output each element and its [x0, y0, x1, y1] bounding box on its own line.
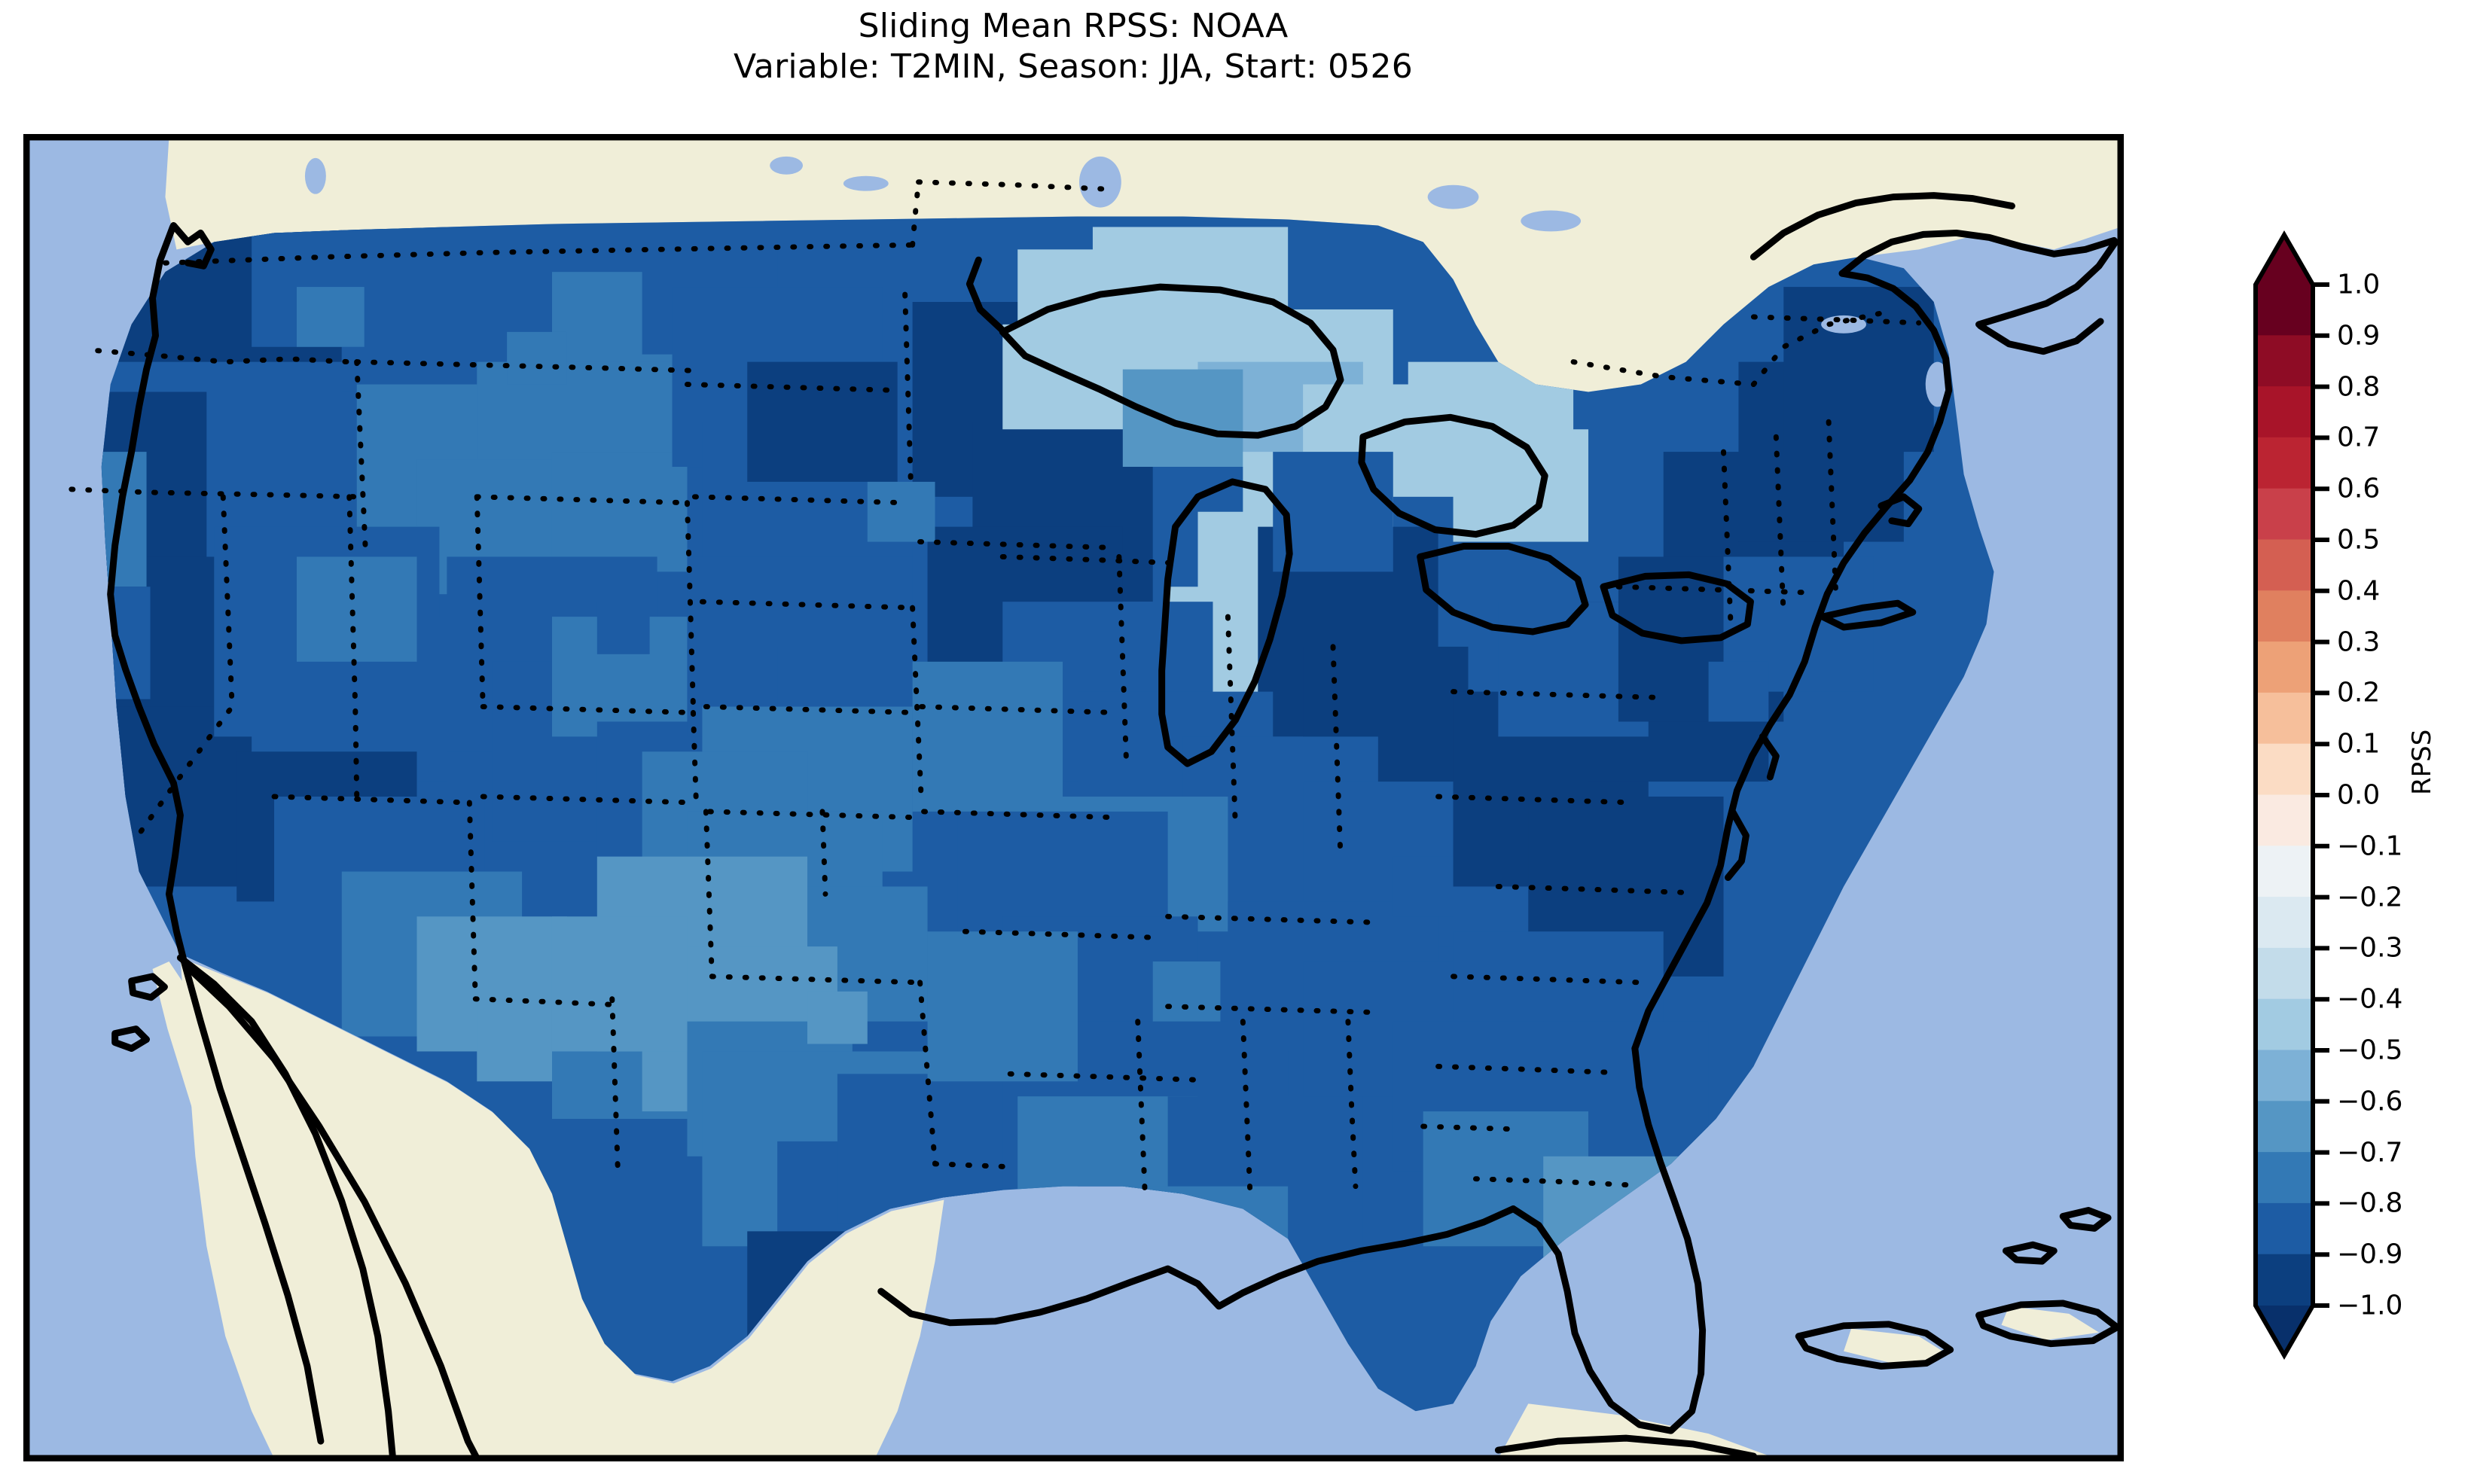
title-line-2: Variable: T2MIN, Season: JJA, Start: 052… — [734, 47, 1413, 86]
colorbar-tick-label: 0.4 — [2337, 575, 2381, 607]
colorbar-tick-label: 1.0 — [2337, 269, 2381, 300]
colorbar-tick-label: −0.8 — [2337, 1187, 2403, 1219]
map-frame — [26, 137, 2121, 1458]
colorbar-tick-label: −0.7 — [2337, 1137, 2403, 1169]
colorbar-axis-label: RPSS — [2407, 729, 2437, 795]
colorbar-tick-label: 0.2 — [2337, 677, 2381, 708]
colorbar-tick-label: −0.6 — [2337, 1086, 2403, 1117]
coastline-layer — [107, 192, 2121, 1458]
colorbar-bands — [2256, 284, 2313, 1306]
title-line-1: Sliding Mean RPSS: NOAA — [858, 7, 1289, 45]
colorbar-tick-label: −0.4 — [2337, 983, 2403, 1015]
map-plot — [26, 137, 2121, 1458]
colorbar-tick-label: 0.5 — [2337, 524, 2381, 556]
colorbar-ticks — [2313, 282, 2329, 1308]
colorbar-tick-label: 0.7 — [2337, 422, 2381, 453]
colorbar-tick-label: −0.1 — [2337, 830, 2403, 862]
inland-water-layer — [304, 156, 2058, 407]
colorbar-tick-label: −0.5 — [2337, 1035, 2403, 1066]
colorbar-tick-label: −0.2 — [2337, 882, 2403, 913]
colorbar-tick-label: 0.8 — [2337, 371, 2381, 403]
colorbar-tick-label: 0.6 — [2337, 473, 2381, 504]
colorbar-tick-label: −0.3 — [2337, 932, 2403, 964]
colorbar-tick-label: 0.9 — [2337, 320, 2381, 352]
colorbar-extend-arrows — [2256, 235, 2313, 1355]
figure-title: Sliding Mean RPSS: NOAA Variable: T2MIN,… — [0, 6, 2146, 87]
colorbar-tick-label: 0.1 — [2337, 728, 2381, 760]
state-borders-layer — [69, 179, 1922, 1205]
map-axes — [23, 134, 2124, 1461]
colorbar[interactable] — [2253, 230, 2329, 1361]
colorbar-tick-label: 0.0 — [2337, 779, 2381, 811]
colorbar-tick-label: −1.0 — [2337, 1290, 2403, 1321]
colorbar-tick-label: 0.3 — [2337, 626, 2381, 658]
colorbar-tick-label: −0.9 — [2337, 1239, 2403, 1270]
land-nodata-layer — [152, 137, 2121, 1458]
